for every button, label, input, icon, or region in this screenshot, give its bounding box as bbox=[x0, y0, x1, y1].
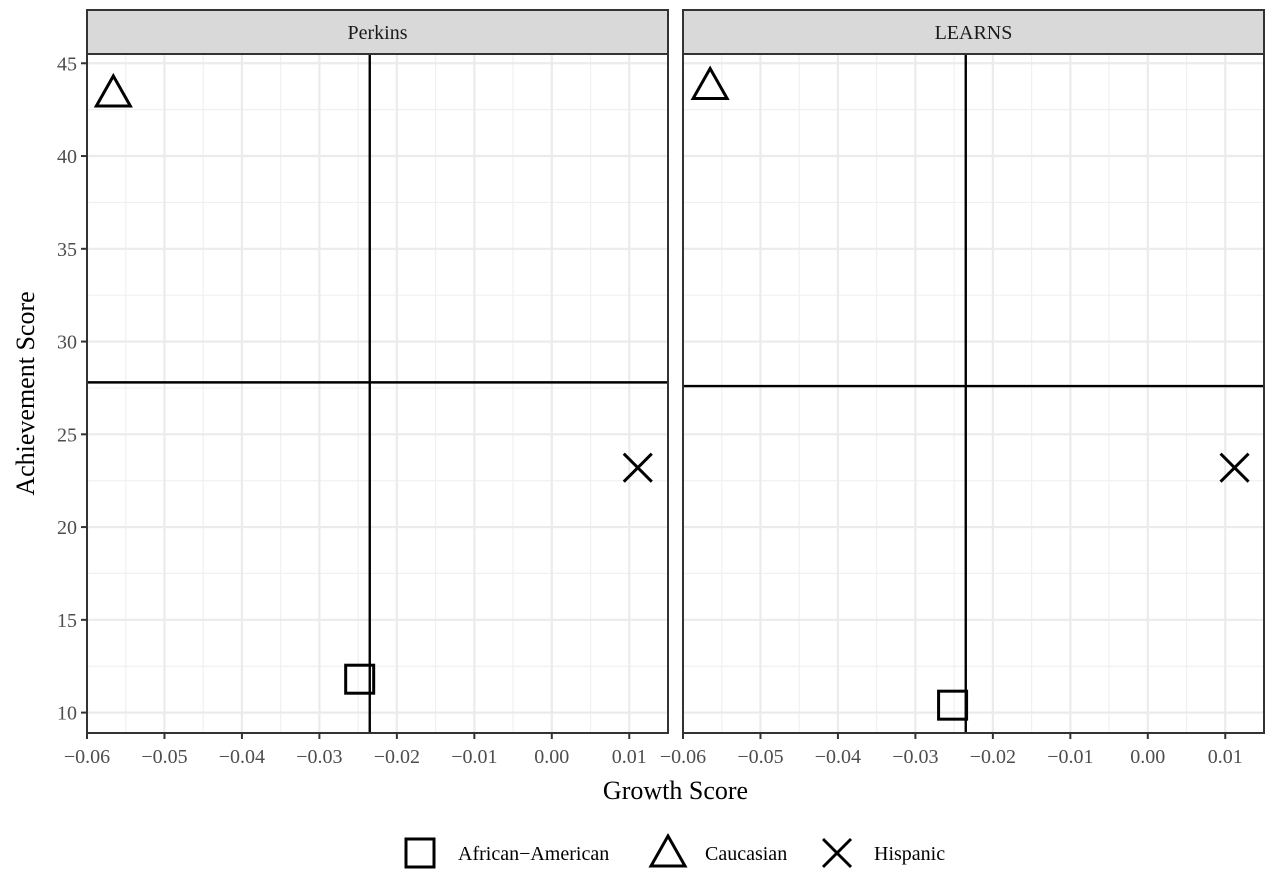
panel-1-x-tick-label: −0.04 bbox=[815, 746, 861, 768]
panel-0-strip-label: Perkins bbox=[348, 22, 408, 44]
panel-0-strip bbox=[86, 9, 669, 55]
legend-key-cross bbox=[821, 837, 853, 869]
panel-0-x-tick-label: 0.01 bbox=[612, 746, 647, 768]
panel-0-point-cross bbox=[622, 452, 653, 483]
y-tick-label: 45 bbox=[57, 53, 77, 75]
y-tick-label: 40 bbox=[57, 146, 77, 168]
legend-label-cross: Hispanic bbox=[874, 843, 945, 865]
panel-1-point-triangle bbox=[690, 65, 730, 101]
panel-1-x-tick-label: −0.05 bbox=[737, 746, 783, 768]
panel-1-x-tick-label: 0.00 bbox=[1130, 746, 1165, 768]
panel-0-x-tick-label: −0.06 bbox=[64, 746, 110, 768]
legend-label-square: African−American bbox=[458, 843, 609, 865]
legend-key-square bbox=[404, 837, 436, 869]
panel-0-x-tick-label: −0.01 bbox=[451, 746, 497, 768]
panel-1-x-tick-label: −0.06 bbox=[660, 746, 706, 768]
panel-1-x-tick-label: −0.01 bbox=[1047, 746, 1093, 768]
panel-1-x-tick-label: −0.02 bbox=[970, 746, 1016, 768]
x-axis-title: Growth Score bbox=[603, 776, 748, 805]
panel-0-x-tick-label: −0.04 bbox=[219, 746, 265, 768]
legend-label-triangle: Caucasian bbox=[705, 843, 787, 865]
panel-0-x-tick-label: −0.02 bbox=[374, 746, 420, 768]
panel-0-point-square bbox=[344, 663, 376, 695]
panel-1-x-tick-label: 0.01 bbox=[1208, 746, 1243, 768]
panel-0-x-tick-label: −0.03 bbox=[296, 746, 342, 768]
y-tick-label: 20 bbox=[57, 517, 77, 539]
panel-0-x-tick-label: 0.00 bbox=[534, 746, 569, 768]
y-tick-label: 30 bbox=[57, 332, 77, 354]
panel-1-strip bbox=[682, 9, 1265, 55]
legend-key-triangle bbox=[648, 832, 688, 868]
panel-1-point-cross-stroke-b bbox=[1219, 452, 1250, 483]
y-axis-title: Achievement Score bbox=[11, 291, 40, 495]
y-tick-label: 15 bbox=[57, 610, 77, 632]
legend-key-cross-stroke-b bbox=[821, 837, 853, 869]
y-tick-label: 35 bbox=[57, 239, 77, 261]
panel-0-point-cross-stroke-b bbox=[622, 452, 653, 483]
panel-1-point-square bbox=[937, 689, 969, 721]
panel-0-point-triangle bbox=[93, 72, 133, 108]
panel-1-strip-label: LEARNS bbox=[935, 22, 1013, 44]
panel-0-x-tick-label: −0.05 bbox=[141, 746, 187, 768]
panel-1-point-cross bbox=[1219, 452, 1250, 483]
y-tick-label: 10 bbox=[57, 703, 77, 725]
y-tick-label: 25 bbox=[57, 424, 77, 446]
panel-1-x-tick-label: −0.03 bbox=[892, 746, 938, 768]
